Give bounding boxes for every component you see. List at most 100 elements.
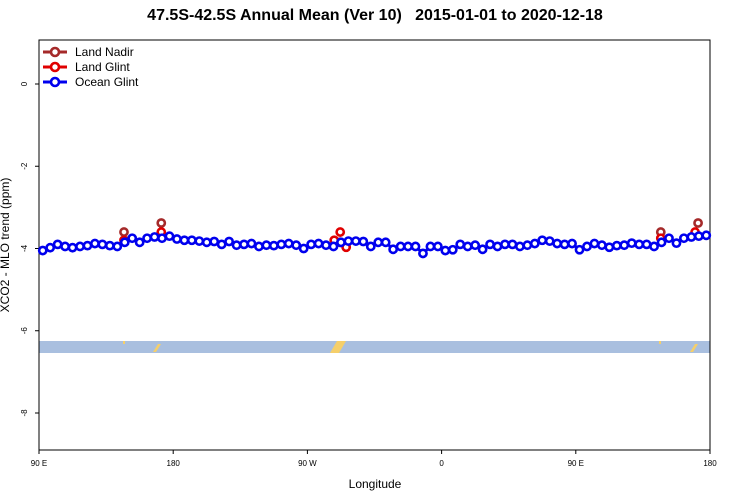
x-axis-label: Longitude: [349, 477, 402, 491]
point: [268, 240, 279, 251]
point: [500, 239, 510, 250]
y-tick-label: 0: [20, 81, 29, 86]
legend-marker: [49, 46, 61, 58]
point: [693, 218, 703, 228]
x-tick-label: 90 E: [31, 459, 47, 468]
x-tick-label: 180: [703, 459, 717, 468]
point: [224, 236, 235, 247]
point: [664, 233, 674, 244]
point: [239, 239, 249, 250]
point: [172, 234, 182, 244]
point: [470, 240, 481, 251]
point: [559, 239, 570, 250]
point: [656, 237, 667, 248]
point: [306, 239, 317, 250]
point: [75, 241, 85, 252]
point: [418, 248, 428, 259]
legend-marker: [49, 76, 61, 88]
point: [395, 241, 406, 252]
point: [350, 236, 361, 246]
point: [157, 233, 167, 244]
point: [216, 239, 227, 250]
point: [679, 233, 689, 244]
point: [574, 244, 585, 255]
point: [52, 239, 63, 250]
y-tick-label: -6: [20, 327, 29, 335]
point: [462, 241, 473, 252]
plot-frame: [38, 39, 711, 451]
point: [321, 240, 331, 251]
land-strip: [39, 341, 710, 353]
point: [104, 240, 115, 251]
legend-label: Ocean Glint: [75, 75, 139, 89]
point: [254, 241, 264, 252]
point: [604, 242, 615, 253]
point: [440, 245, 451, 256]
point: [671, 238, 682, 249]
point: [373, 237, 384, 248]
point: [380, 237, 391, 248]
point: [156, 218, 167, 228]
point: [611, 240, 622, 251]
point: [201, 237, 212, 248]
point: [291, 240, 302, 251]
point: [209, 236, 220, 247]
point: [567, 238, 577, 249]
point: [231, 240, 242, 251]
y-tick-label: -2: [20, 162, 29, 170]
point: [596, 240, 607, 251]
point: [97, 239, 108, 250]
point: [492, 241, 503, 252]
point: [537, 235, 548, 246]
point: [432, 241, 443, 252]
point: [552, 238, 563, 249]
point: [127, 233, 138, 244]
y-axis-label: XCO2 - MLO trend (ppm): [0, 178, 12, 313]
point: [425, 241, 436, 252]
point: [455, 239, 466, 250]
x-tick-label: 180: [167, 459, 181, 468]
point: [589, 238, 600, 249]
point: [112, 241, 123, 252]
land-marks: [123, 341, 698, 353]
x-tick-label: 90 E: [568, 459, 584, 468]
point: [82, 240, 93, 251]
point: [37, 245, 48, 256]
point: [328, 241, 339, 252]
point: [634, 239, 645, 250]
point: [142, 233, 153, 244]
point: [619, 240, 630, 251]
y-tick-label: -4: [20, 244, 29, 252]
point: [90, 238, 100, 249]
point: [626, 238, 637, 249]
point: [336, 237, 346, 248]
point: [514, 241, 525, 252]
point: [298, 243, 309, 254]
point: [335, 227, 346, 237]
point: [477, 244, 488, 255]
chart-title: 47.5S-42.5S Annual Mean (Ver 10) 2015-01…: [147, 7, 603, 24]
point: [67, 242, 78, 253]
legend-marker: [49, 61, 61, 73]
point: [194, 236, 205, 246]
point: [358, 236, 369, 247]
point: [403, 241, 413, 252]
point: [485, 239, 495, 250]
point: [283, 238, 294, 249]
point: [507, 239, 518, 250]
legend-label: Land Glint: [75, 60, 130, 74]
point: [119, 227, 129, 237]
point: [261, 240, 272, 251]
point: [582, 241, 592, 252]
y-tick-label: -8: [20, 409, 29, 417]
point: [544, 236, 555, 246]
x-tick-label: 90 W: [298, 459, 317, 468]
point: [693, 231, 704, 242]
point: [447, 244, 458, 255]
point: [701, 230, 712, 241]
point: [149, 232, 160, 242]
point: [179, 235, 190, 246]
x-tick-label: 0: [439, 459, 444, 468]
point: [313, 238, 324, 249]
